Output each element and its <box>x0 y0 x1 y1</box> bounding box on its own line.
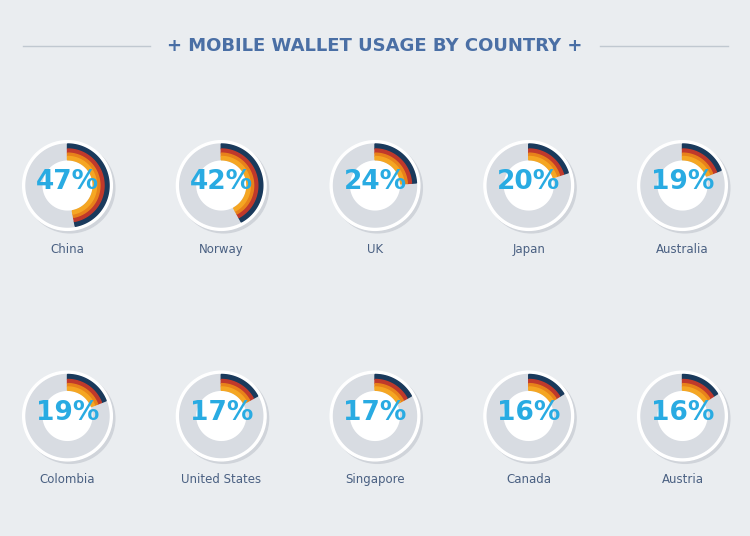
Circle shape <box>26 374 115 463</box>
Text: China: China <box>50 243 85 256</box>
Polygon shape <box>26 375 109 458</box>
Polygon shape <box>682 384 709 400</box>
Circle shape <box>487 143 576 233</box>
Circle shape <box>333 143 422 233</box>
Circle shape <box>22 140 112 230</box>
Polygon shape <box>68 157 97 214</box>
Polygon shape <box>529 144 568 174</box>
Polygon shape <box>682 153 712 175</box>
Text: Japan: Japan <box>512 243 545 256</box>
Polygon shape <box>375 157 404 184</box>
Polygon shape <box>375 144 416 183</box>
Text: + MOBILE WALLET USAGE BY COUNTRY +: + MOBILE WALLET USAGE BY COUNTRY + <box>167 36 583 55</box>
Polygon shape <box>68 375 106 403</box>
Polygon shape <box>641 375 724 458</box>
Polygon shape <box>488 144 570 227</box>
Text: 20%: 20% <box>497 169 560 195</box>
Polygon shape <box>68 387 94 406</box>
Polygon shape <box>180 375 262 458</box>
Text: 16%: 16% <box>651 400 714 426</box>
Text: 19%: 19% <box>651 169 714 195</box>
Polygon shape <box>68 379 101 404</box>
Text: Colombia: Colombia <box>40 473 95 486</box>
Polygon shape <box>529 384 556 400</box>
Polygon shape <box>375 379 407 400</box>
Text: 24%: 24% <box>344 169 406 195</box>
Polygon shape <box>221 149 258 218</box>
Polygon shape <box>68 384 98 405</box>
Polygon shape <box>529 379 560 399</box>
Circle shape <box>638 140 728 230</box>
Circle shape <box>330 140 420 230</box>
Circle shape <box>638 371 728 461</box>
Circle shape <box>176 140 266 230</box>
Circle shape <box>176 371 266 461</box>
Text: UK: UK <box>367 243 383 256</box>
Polygon shape <box>682 379 713 399</box>
Polygon shape <box>221 379 254 400</box>
Polygon shape <box>682 149 716 174</box>
Polygon shape <box>375 384 404 402</box>
Polygon shape <box>68 144 109 226</box>
Text: 47%: 47% <box>36 169 99 195</box>
Polygon shape <box>375 375 412 398</box>
Text: Austria: Austria <box>662 473 704 486</box>
Polygon shape <box>529 387 554 402</box>
Circle shape <box>179 143 268 233</box>
Polygon shape <box>375 387 400 404</box>
Polygon shape <box>529 149 563 175</box>
Circle shape <box>640 374 730 463</box>
Text: United States: United States <box>182 473 261 486</box>
Polygon shape <box>488 375 570 458</box>
Polygon shape <box>682 157 709 176</box>
Polygon shape <box>641 144 724 227</box>
Circle shape <box>179 374 268 463</box>
Circle shape <box>330 371 420 461</box>
Circle shape <box>640 143 730 233</box>
Text: 17%: 17% <box>190 400 253 426</box>
Polygon shape <box>221 387 247 404</box>
Polygon shape <box>68 153 100 217</box>
Circle shape <box>26 143 115 233</box>
Polygon shape <box>682 144 721 172</box>
Circle shape <box>22 371 112 461</box>
Text: Singapore: Singapore <box>345 473 405 486</box>
Text: 19%: 19% <box>36 400 99 426</box>
Polygon shape <box>221 144 262 222</box>
Polygon shape <box>375 149 412 183</box>
Polygon shape <box>221 153 254 214</box>
Polygon shape <box>26 144 109 227</box>
Text: Canada: Canada <box>506 473 551 486</box>
Polygon shape <box>180 144 262 227</box>
Polygon shape <box>334 144 416 227</box>
Circle shape <box>487 374 576 463</box>
Text: Australia: Australia <box>656 243 709 256</box>
Polygon shape <box>682 387 707 402</box>
Polygon shape <box>68 149 104 221</box>
Circle shape <box>333 374 422 463</box>
Polygon shape <box>529 157 556 177</box>
Polygon shape <box>221 384 250 402</box>
Text: 42%: 42% <box>190 169 253 195</box>
Polygon shape <box>221 157 251 211</box>
Polygon shape <box>529 153 560 176</box>
Polygon shape <box>375 153 407 184</box>
Circle shape <box>484 371 574 461</box>
Polygon shape <box>334 375 416 458</box>
Text: Norway: Norway <box>199 243 244 256</box>
Text: 16%: 16% <box>497 400 560 426</box>
Polygon shape <box>221 375 258 398</box>
Polygon shape <box>529 375 564 397</box>
Text: 17%: 17% <box>344 400 406 426</box>
Circle shape <box>484 140 574 230</box>
Polygon shape <box>682 375 718 397</box>
